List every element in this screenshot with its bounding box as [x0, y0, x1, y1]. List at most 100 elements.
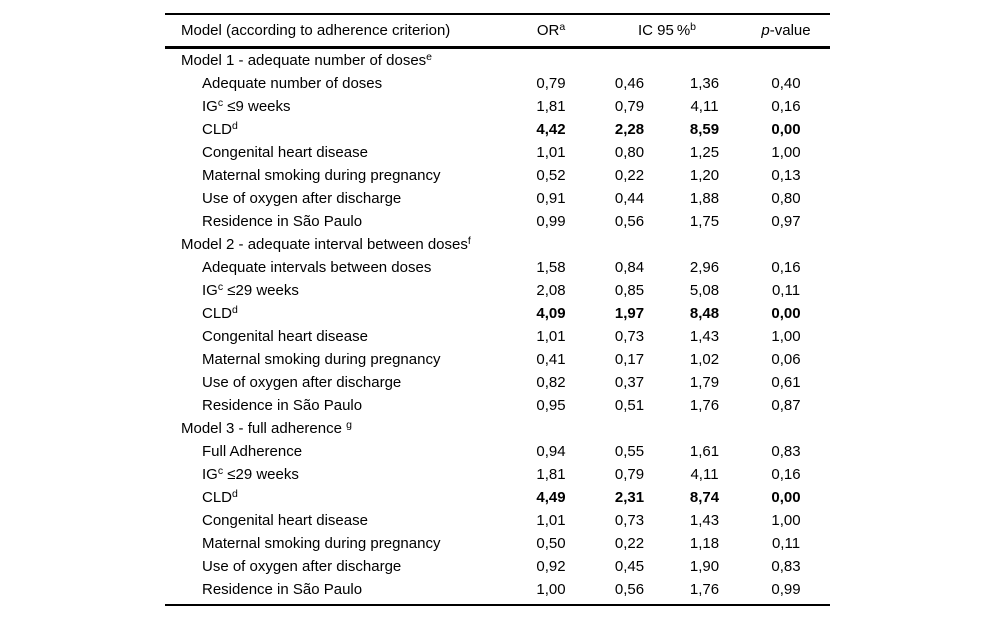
row-label: Congenital heart disease	[202, 144, 368, 161]
table-row: CLDd 4,42 2,28 8,59 0,00	[165, 118, 830, 141]
ci-lower-value: 0,56	[614, 213, 645, 230]
or-value: 4,42	[536, 121, 566, 138]
table-row: Use of oxygen after discharge 0,82 0,37 …	[165, 371, 830, 394]
ci-lower-value: 0,79	[614, 98, 645, 115]
ci-lower-value: 0,44	[614, 190, 645, 207]
row-label: Adequate intervals between doses	[202, 259, 432, 276]
or-value: 0,82	[536, 374, 566, 391]
section-title: Model 2 - adequate interval between dose…	[181, 235, 471, 253]
p-value-cell: 0,61	[771, 374, 801, 391]
or-value: 0,91	[536, 190, 566, 207]
p-value-cell: 0,00	[771, 121, 801, 138]
table-row: Congenital heart disease 1,01 0,73 1,43 …	[165, 325, 830, 348]
ci-upper-value: 4,11	[690, 98, 719, 115]
p-value-cell: 0,16	[771, 98, 801, 115]
ci-upper-value: 5,08	[689, 282, 720, 299]
p-value-cell: 0,83	[771, 558, 801, 575]
section-title: Model 3 - full adherence g	[181, 419, 352, 437]
table-row: Adequate intervals between doses 1,58 0,…	[165, 256, 830, 279]
ci-lower-value: 0,17	[614, 351, 645, 368]
ci-upper-value: 1,18	[689, 535, 720, 552]
table-row: Congenital heart disease 1,01 0,80 1,25 …	[165, 141, 830, 164]
table-row: CLDd 4,49 2,31 8,74 0,00	[165, 486, 830, 509]
or-value: 1,58	[536, 259, 566, 276]
ci-lower-value: 0,73	[614, 512, 645, 529]
table-row: Full Adherence 0,94 0,55 1,61 0,83	[165, 440, 830, 463]
col-header-pvalue: p-value	[761, 22, 811, 39]
col-header-or: ORa	[536, 21, 566, 39]
section-title: Model 1 - adequate number of dosese	[181, 51, 432, 69]
p-value-cell: 0,40	[771, 75, 801, 92]
ci-upper-value: 1,76	[689, 397, 720, 414]
table-row: Residence in São Paulo 0,95 0,51 1,76 0,…	[165, 394, 830, 417]
footnote-marker: c	[217, 465, 224, 478]
table-row: Adequate number of doses 0,79 0,46 1,36 …	[165, 72, 830, 95]
row-label: Residence in São Paulo	[202, 397, 363, 414]
or-value: 0,94	[536, 443, 566, 460]
ci-lower-value: 0,73	[614, 328, 645, 345]
footnote-marker: f	[467, 235, 471, 248]
ci-upper-value: 8,48	[689, 305, 720, 322]
ci-lower-value: 2,31	[614, 489, 645, 506]
row-label: Congenital heart disease	[202, 328, 368, 345]
footnote-marker: d	[232, 120, 238, 133]
ci-upper-value: 8,74	[689, 489, 720, 506]
row-label: CLDd	[202, 120, 238, 138]
ci-upper-value: 1,75	[689, 213, 720, 230]
table-row: Maternal smoking during pregnancy 0,52 0…	[165, 164, 830, 187]
table-row: Use of oxygen after discharge 0,92 0,45 …	[165, 555, 830, 578]
footnote-marker: e	[426, 51, 432, 64]
row-label: Maternal smoking during pregnancy	[202, 167, 441, 184]
table-row: Residence in São Paulo 0,99 0,56 1,75 0,…	[165, 210, 830, 233]
p-value-cell: 0,16	[771, 259, 801, 276]
table-header-row: Model (according to adherence criterion)…	[165, 15, 830, 49]
footnote-marker: d	[232, 488, 238, 501]
or-value: 2,08	[536, 282, 566, 299]
row-label: IGc ≤9 weeks	[202, 97, 291, 115]
table-row: IGc ≤9 weeks 1,81 0,79 4,11 0,16	[165, 95, 830, 118]
row-label: Use of oxygen after discharge	[202, 190, 402, 207]
p-value-cell: 0,06	[771, 351, 801, 368]
or-value: 4,49	[536, 489, 566, 506]
p-value-cell: 0,99	[771, 581, 801, 598]
ci-lower-value: 0,51	[614, 397, 645, 414]
ci-upper-value: 8,59	[689, 121, 720, 138]
row-label: Adequate number of doses	[202, 75, 383, 92]
footnote-marker: g	[346, 419, 352, 432]
ci-upper-value: 1,88	[689, 190, 720, 207]
or-value: 4,09	[536, 305, 566, 322]
p-value-cell: 0,16	[771, 466, 801, 483]
or-value: 1,01	[536, 328, 566, 345]
p-value-cell: 0,11	[771, 535, 801, 552]
ci-upper-value: 1,43	[689, 328, 720, 345]
ci-lower-value: 1,97	[614, 305, 645, 322]
row-label: Residence in São Paulo	[202, 581, 363, 598]
footnote-marker-b: b	[690, 21, 697, 34]
ci-lower-value: 0,85	[614, 282, 645, 299]
or-value: 1,01	[536, 144, 566, 161]
row-label: Residence in São Paulo	[202, 213, 363, 230]
ci-upper-value: 1,61	[689, 443, 720, 460]
footnote-marker: c	[217, 97, 224, 110]
col-header-model-label: Model (according to adherence criterion)	[181, 22, 451, 39]
p-value-cell: 1,00	[771, 512, 801, 529]
table-row: Maternal smoking during pregnancy 0,41 0…	[165, 348, 830, 371]
section-title-row: Model 2 - adequate interval between dose…	[165, 233, 830, 256]
or-value: 1,00	[536, 581, 566, 598]
table-row: Use of oxygen after discharge 0,91 0,44 …	[165, 187, 830, 210]
row-label: IGc ≤29 weeks	[202, 281, 299, 299]
ci-upper-value: 1,43	[689, 512, 720, 529]
ci-lower-value: 0,22	[614, 535, 645, 552]
table-row: Maternal smoking during pregnancy 0,50 0…	[165, 532, 830, 555]
footnote-marker: c	[217, 281, 224, 294]
or-value: 0,41	[536, 351, 566, 368]
col-header-model: Model (according to adherence criterion)	[165, 22, 510, 39]
ci-lower-value: 0,55	[614, 443, 645, 460]
ci-lower-value: 0,22	[614, 167, 645, 184]
footnote-marker-a: a	[559, 21, 566, 34]
table-row: IGc ≤29 weeks 1,81 0,79 4,11 0,16	[165, 463, 830, 486]
or-value: 0,50	[536, 535, 566, 552]
row-label: Use of oxygen after discharge	[202, 374, 402, 391]
or-value: 1,81	[536, 98, 566, 115]
